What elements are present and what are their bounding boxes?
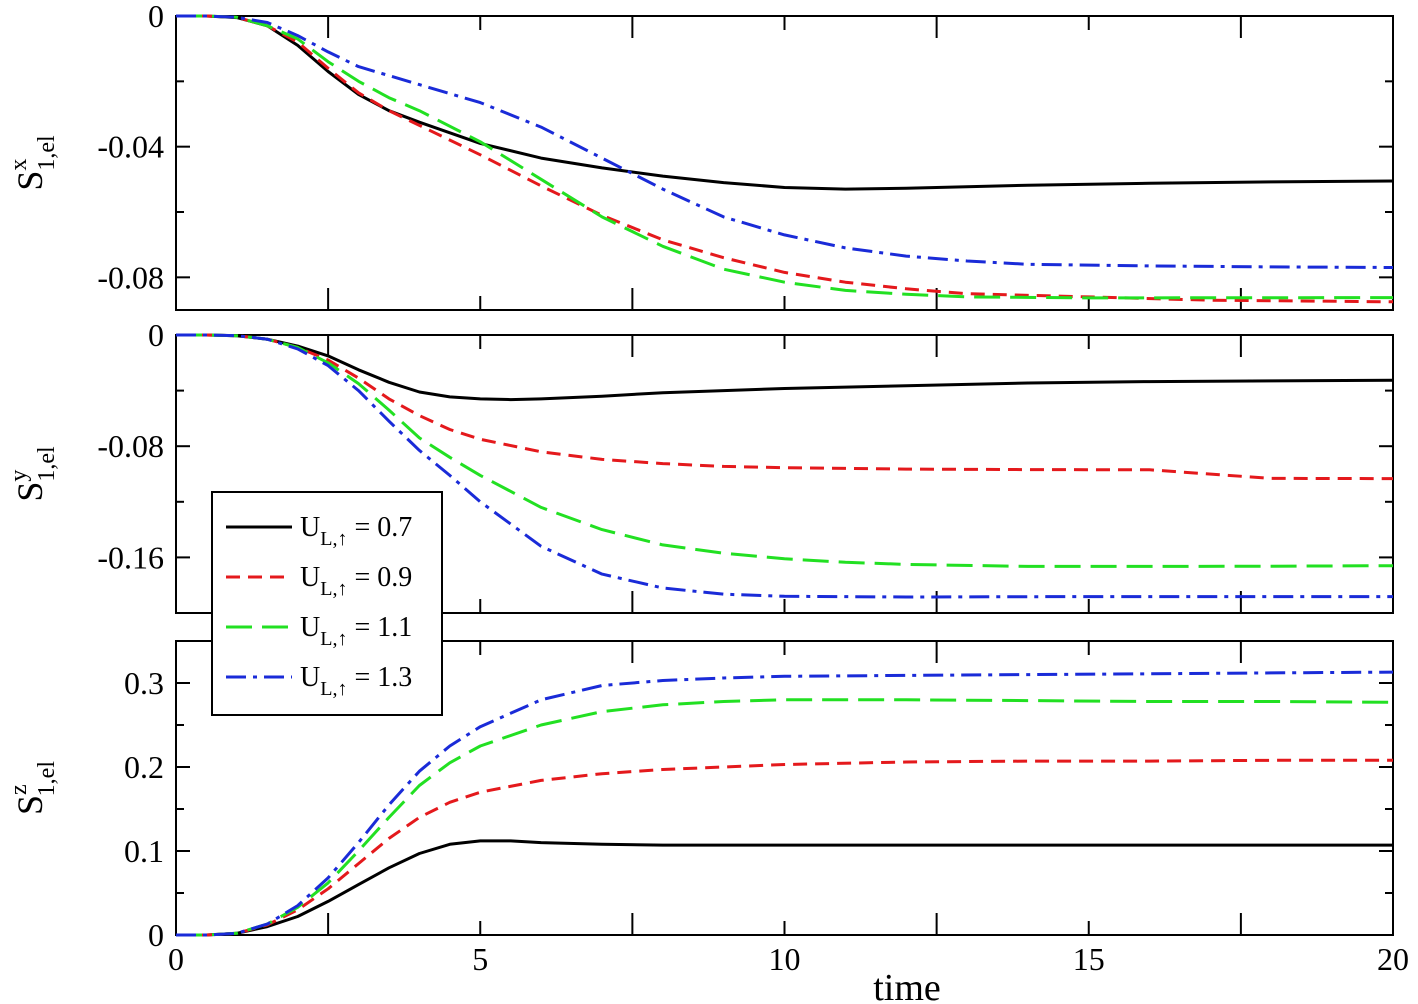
x-tick-label: 15	[1073, 941, 1105, 977]
x-axis-label: time	[873, 967, 941, 1004]
panel-x: 0 -0.04 -0.08 Sx1,el	[6, 0, 1394, 311]
y-tick-label: -0.08	[97, 428, 164, 464]
series-line-x-3	[176, 14, 1394, 269]
legend-label: UL,↑ = 1.3	[300, 662, 412, 700]
y-tick-label: 0.3	[124, 665, 164, 701]
series-line-x-0	[176, 14, 1394, 191]
legend-label: UL,↑ = 0.7	[300, 512, 412, 550]
series-line-z-3	[176, 670, 1394, 937]
series-line-z-1	[176, 758, 1393, 937]
x-tick-label: 0	[168, 941, 184, 977]
y-tick-label: 0.1	[124, 833, 164, 869]
series-line-y-2	[176, 333, 1394, 568]
y-tick-label: -0.16	[97, 539, 164, 575]
panels-layer: 0-0.04-0.08Sx1,el0-0.08-0.16Sy1,el00.10.…	[6, 0, 1409, 977]
y-axis-label-x: Sx1,el	[6, 135, 60, 191]
y-label-base: S	[10, 171, 50, 191]
y-tick-label: 0	[148, 0, 164, 34]
y-label-sup: x	[6, 159, 32, 171]
y-label-sub: 1,el	[34, 761, 60, 797]
panel-y: 0 -0.08 -0.16 Sy1,el	[6, 317, 1394, 614]
x-tick-label: 10	[769, 941, 801, 977]
y-tick-label: 0.2	[124, 749, 164, 785]
series-line-y-3	[176, 333, 1393, 599]
y-axis-label-y: Sy1,el	[6, 446, 60, 502]
x-tick-label: 5	[472, 941, 488, 977]
panel-z: 0 0.1 0.2 0.3 Sz1,el	[6, 640, 1394, 953]
x-tick-label: 20	[1377, 941, 1409, 977]
legend-label: UL,↑ = 1.1	[300, 612, 412, 650]
y-tick-label: -0.04	[97, 129, 164, 165]
y-label-sup: z	[6, 784, 32, 795]
y-tick-label: -0.08	[97, 259, 164, 295]
legend-label: UL,↑ = 0.9	[300, 562, 412, 600]
y-tick-label: 0	[148, 317, 164, 353]
y-label-sup: y	[6, 470, 32, 482]
series-line-z-2	[176, 698, 1394, 937]
legend-box	[211, 491, 443, 716]
y-label-base: S	[10, 482, 50, 502]
series-line-z-0	[176, 839, 1393, 937]
series-line-x-1	[176, 14, 1394, 304]
legend: UL,↑ = 0.7 UL,↑ = 0.9 UL,↑ = 1.1 UL,↑ = 1.3	[211, 491, 443, 716]
series-line-x-2	[176, 14, 1394, 300]
y-label-sub: 1,el	[34, 446, 60, 482]
y-tick-label: 0	[148, 917, 164, 953]
y-axis-label-z: Sz1,el	[6, 761, 60, 815]
y-label-sub: 1,el	[34, 135, 60, 171]
series-line-y-1	[176, 333, 1394, 481]
y-label-base: S	[10, 795, 50, 815]
